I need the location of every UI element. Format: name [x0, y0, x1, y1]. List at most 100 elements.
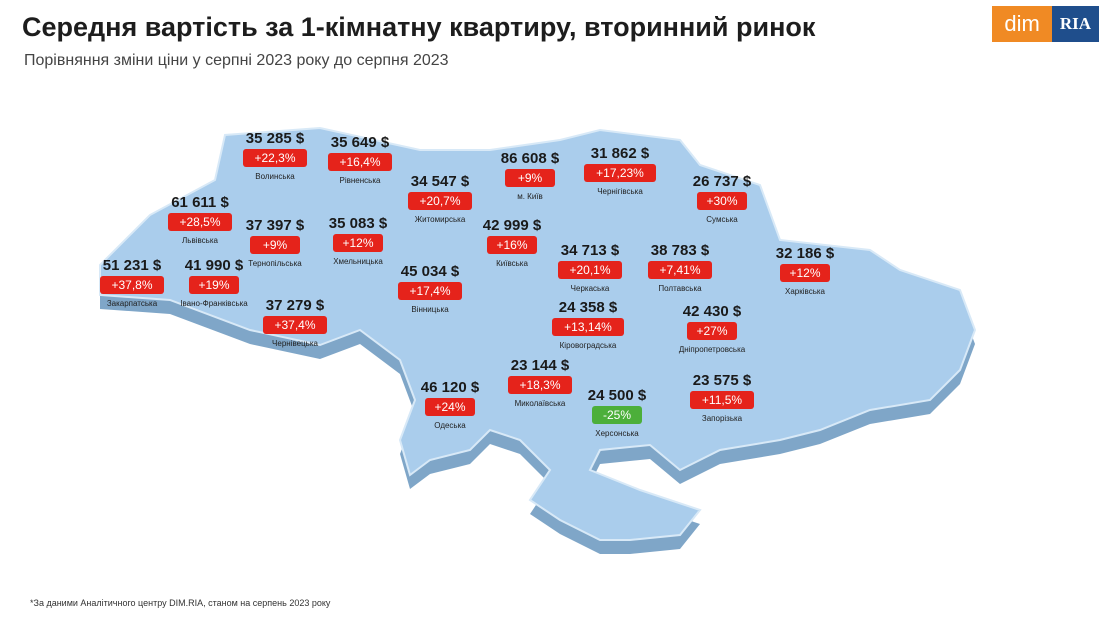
region-price: 34 713 $: [561, 242, 620, 259]
region-name: Миколаївська: [515, 399, 566, 408]
region-change: +17,4%: [409, 284, 450, 298]
region-price: 26 737 $: [693, 173, 752, 190]
logo-text: RIA: [1051, 6, 1099, 42]
region-name: Харківська: [785, 287, 826, 296]
region-price: 38 783 $: [651, 242, 710, 259]
region-change: -25%: [603, 408, 631, 422]
change-badge: [648, 261, 712, 279]
region-price: 23 575 $: [693, 372, 752, 389]
region-change: +7,41%: [659, 263, 700, 277]
region-change: +12%: [789, 266, 820, 280]
change-badge: [505, 169, 555, 187]
region-price: 24 500 $: [588, 387, 647, 404]
change-badge: [243, 149, 307, 167]
region-name: Київська: [496, 259, 528, 268]
change-badge: [697, 192, 747, 210]
region-change: +12%: [342, 236, 373, 250]
region-name: Черкаська: [571, 284, 610, 293]
region-name: Одеська: [434, 421, 466, 430]
region-name: Чернігівська: [597, 187, 643, 196]
region-change: +9%: [263, 238, 288, 252]
region-price: 32 186 $: [776, 245, 835, 262]
change-badge: [333, 234, 383, 252]
region-change: +17,23%: [596, 166, 644, 180]
region-price: 23 144 $: [511, 357, 570, 374]
region-change: +16,4%: [339, 155, 380, 169]
region-name: Закарпатська: [107, 299, 158, 308]
region-price: 35 649 $: [331, 134, 390, 151]
change-badge: [189, 276, 239, 294]
region-price: 41 990 $: [185, 257, 244, 274]
region-change: +27%: [696, 324, 727, 338]
region-change: +16%: [496, 238, 527, 252]
footnote: *За даними Аналітичного центру DIM.RIA, …: [30, 598, 331, 608]
change-badge: [558, 261, 622, 279]
region-name: Кіровоградська: [560, 341, 617, 350]
region-price: 45 034 $: [401, 263, 460, 280]
change-badge: [552, 318, 624, 336]
title: Середня вартість за 1-кімнатну квартиру,…: [22, 12, 816, 42]
region-change: +18,3%: [519, 378, 560, 392]
region-change: +24%: [434, 400, 465, 414]
region-name: Дніпропетровська: [679, 345, 746, 354]
region-price: 37 279 $: [266, 297, 325, 314]
region-change: +9%: [518, 171, 543, 185]
subtitle: Порівняння зміни ціни у серпні 2023 року…: [24, 52, 449, 69]
region-price: 51 231 $: [103, 257, 162, 274]
change-badge: [592, 406, 642, 424]
region-change: +30%: [706, 194, 737, 208]
region-price: 42 430 $: [683, 303, 742, 320]
region-price: 86 608 $: [501, 150, 560, 167]
region-name: Івано-Франківська: [180, 299, 248, 308]
logo-text: dim: [992, 6, 1052, 42]
change-badge: [584, 164, 656, 182]
region-change: +20,7%: [419, 194, 460, 208]
change-badge: [487, 236, 537, 254]
region-change: +22,3%: [254, 151, 295, 165]
region-name: Хмельницька: [333, 257, 383, 266]
region-price: 46 120 $: [421, 379, 480, 396]
region-name: Чернівецька: [272, 339, 318, 348]
region-name: Волинська: [255, 172, 295, 181]
change-badge: [328, 153, 392, 171]
change-badge: [100, 276, 164, 294]
region-name: Тернопільська: [248, 259, 302, 268]
logo: dim RIA: [992, 6, 1099, 42]
change-badge: [425, 398, 475, 416]
region-price: 24 358 $: [559, 299, 618, 316]
change-badge: [398, 282, 462, 300]
region-price: 42 999 $: [483, 217, 542, 234]
region-price: 34 547 $: [411, 173, 470, 190]
region-name: Сумська: [706, 215, 738, 224]
region-change: +37,4%: [274, 318, 315, 332]
region-price: 35 285 $: [246, 130, 305, 147]
change-badge: [250, 236, 300, 254]
region-name: Рівненська: [340, 176, 381, 185]
region-change: +37,8%: [111, 278, 152, 292]
region-name: Львівська: [182, 236, 218, 245]
region-change: +20,1%: [569, 263, 610, 277]
region-change: +28,5%: [179, 215, 220, 229]
region-labels: 35 285 $ +22,3% Волинська 35 649 $ +16,4% Рів…: [100, 130, 835, 438]
region-change: +13,14%: [564, 320, 612, 334]
map-shape: [99, 126, 977, 541]
change-badge: [780, 264, 830, 282]
region-change: +11,5%: [702, 393, 742, 407]
change-badge: [408, 192, 472, 210]
region-price: 61 611 $: [171, 194, 229, 211]
region-name: Херсонська: [595, 429, 639, 438]
change-badge: [690, 391, 754, 409]
region-change: +19%: [198, 278, 229, 292]
region-name: м. Київ: [517, 192, 543, 201]
region-name: Вінницька: [411, 305, 449, 314]
change-badge: [263, 316, 327, 334]
change-badge: [168, 213, 232, 231]
region-name: Запорізька: [702, 414, 743, 423]
region-price: 31 862 $: [591, 145, 650, 162]
region-name: Житомирська: [415, 215, 466, 224]
change-badge: [687, 322, 737, 340]
change-badge: [508, 376, 572, 394]
region-price: 37 397 $: [246, 217, 305, 234]
